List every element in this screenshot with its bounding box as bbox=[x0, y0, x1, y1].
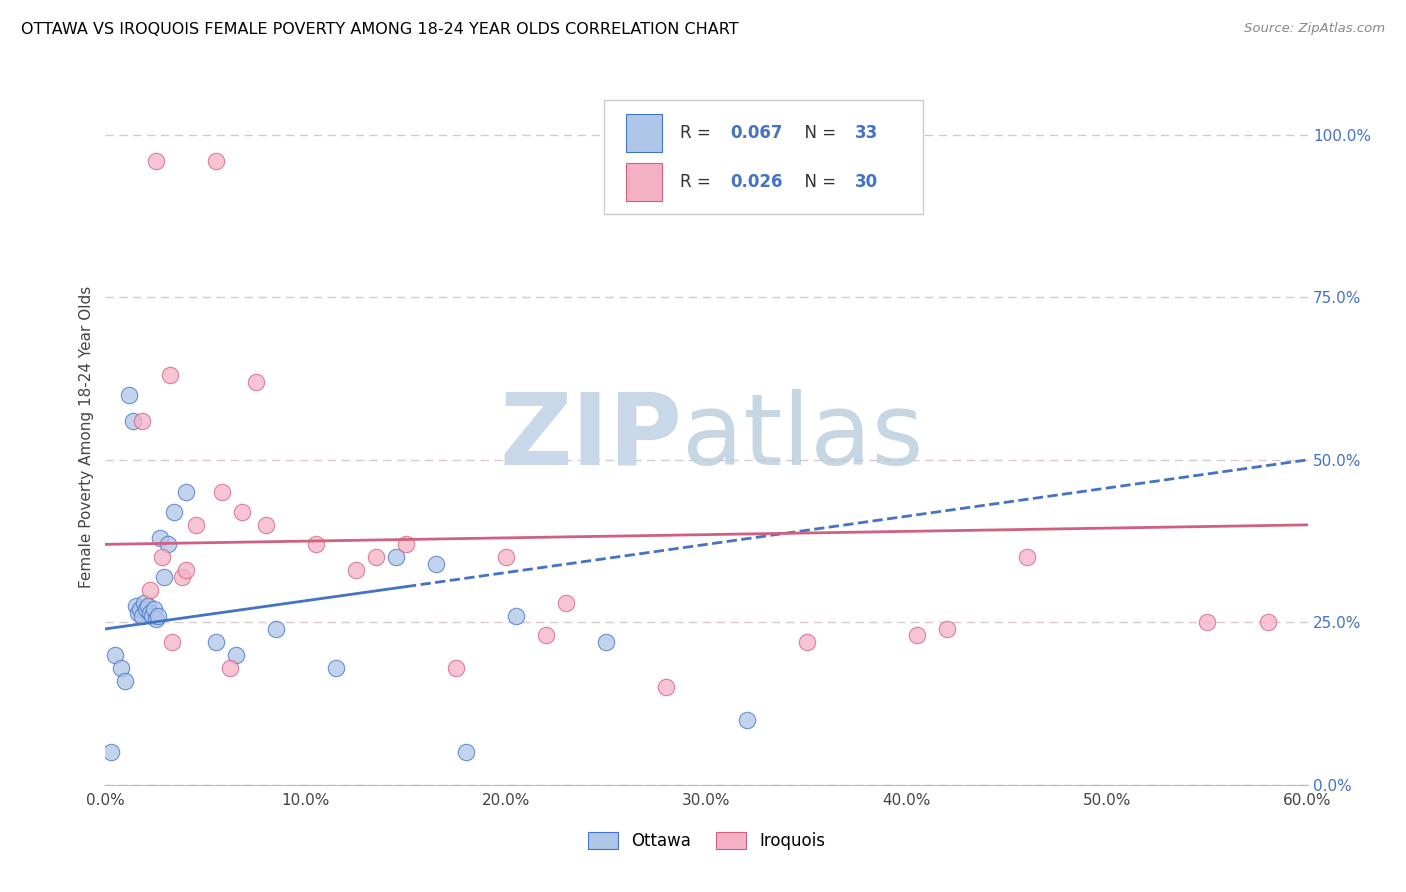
Point bbox=[170, 570, 193, 584]
Point bbox=[100, 746, 122, 760]
Text: ZIP: ZIP bbox=[499, 389, 682, 485]
Point bbox=[131, 414, 153, 428]
Point bbox=[136, 599, 159, 614]
Bar bbox=[605, 100, 922, 214]
Point bbox=[152, 570, 174, 584]
Point bbox=[534, 628, 557, 642]
Text: OTTAWA VS IROQUOIS FEMALE POVERTY AMONG 18-24 YEAR OLDS CORRELATION CHART: OTTAWA VS IROQUOIS FEMALE POVERTY AMONG … bbox=[21, 22, 738, 37]
Point bbox=[141, 608, 163, 623]
Point bbox=[796, 635, 818, 649]
Point bbox=[231, 505, 253, 519]
Point bbox=[264, 622, 287, 636]
Bar bbox=[626, 114, 662, 153]
Point bbox=[905, 628, 928, 642]
Point bbox=[124, 599, 146, 614]
Point bbox=[148, 531, 170, 545]
Point bbox=[425, 557, 447, 571]
Text: Source: ZipAtlas.com: Source: ZipAtlas.com bbox=[1244, 22, 1385, 36]
Text: N =: N = bbox=[794, 124, 842, 142]
Point bbox=[156, 537, 179, 551]
Point bbox=[132, 596, 155, 610]
Text: R =: R = bbox=[681, 124, 716, 142]
Point bbox=[344, 563, 367, 577]
Point bbox=[395, 537, 418, 551]
Text: atlas: atlas bbox=[682, 389, 924, 485]
Point bbox=[211, 485, 233, 500]
Text: 30: 30 bbox=[855, 173, 877, 191]
Point bbox=[245, 375, 267, 389]
Point bbox=[128, 602, 150, 616]
Text: 33: 33 bbox=[855, 124, 877, 142]
Point bbox=[122, 414, 145, 428]
Point bbox=[305, 537, 328, 551]
Point bbox=[456, 746, 478, 760]
Point bbox=[204, 153, 226, 168]
Point bbox=[1015, 550, 1038, 565]
Point bbox=[160, 635, 183, 649]
Point bbox=[110, 661, 132, 675]
Point bbox=[162, 505, 184, 519]
Text: 0.026: 0.026 bbox=[731, 173, 783, 191]
Legend: Ottawa, Iroquois: Ottawa, Iroquois bbox=[581, 825, 832, 856]
Point bbox=[138, 582, 160, 597]
Point bbox=[114, 673, 136, 688]
Point bbox=[1257, 615, 1279, 630]
Point bbox=[145, 612, 167, 626]
Point bbox=[1197, 615, 1219, 630]
Point bbox=[204, 635, 226, 649]
Point bbox=[735, 713, 758, 727]
Point bbox=[595, 635, 617, 649]
Point bbox=[118, 388, 141, 402]
Point bbox=[135, 602, 157, 616]
Y-axis label: Female Poverty Among 18-24 Year Olds: Female Poverty Among 18-24 Year Olds bbox=[79, 286, 94, 588]
Point bbox=[138, 606, 160, 620]
Point bbox=[127, 606, 149, 620]
Text: N =: N = bbox=[794, 173, 842, 191]
Point bbox=[254, 517, 277, 532]
Point bbox=[142, 602, 165, 616]
Point bbox=[225, 648, 247, 662]
Point bbox=[325, 661, 347, 675]
Text: R =: R = bbox=[681, 173, 716, 191]
Bar bbox=[626, 162, 662, 201]
Point bbox=[131, 608, 153, 623]
Point bbox=[385, 550, 408, 565]
Point bbox=[184, 517, 207, 532]
Point bbox=[104, 648, 127, 662]
Point bbox=[364, 550, 387, 565]
Point bbox=[218, 661, 240, 675]
Point bbox=[495, 550, 517, 565]
Point bbox=[150, 550, 173, 565]
Point bbox=[159, 368, 181, 383]
Point bbox=[145, 153, 167, 168]
Point bbox=[444, 661, 467, 675]
Point bbox=[174, 485, 197, 500]
Point bbox=[655, 681, 678, 695]
Point bbox=[505, 608, 527, 623]
Text: 0.067: 0.067 bbox=[731, 124, 783, 142]
Point bbox=[146, 608, 169, 623]
Point bbox=[174, 563, 197, 577]
Point bbox=[555, 596, 578, 610]
Point bbox=[936, 622, 959, 636]
